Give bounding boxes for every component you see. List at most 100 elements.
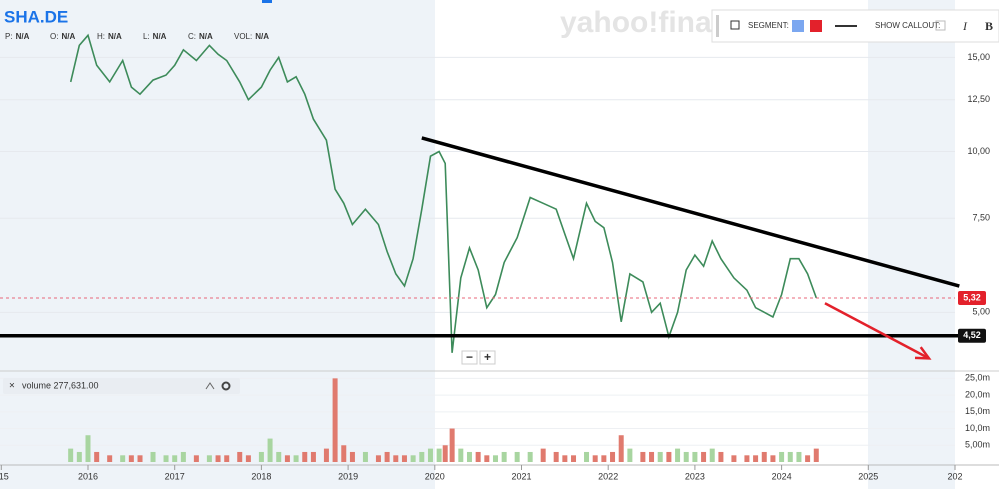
x-tick-label: 2020 — [425, 471, 445, 481]
y-tick-label: 15,00 — [967, 52, 990, 62]
y-tick-label: 12,50 — [967, 94, 990, 104]
checkbox[interactable] — [730, 20, 740, 30]
zoom-label[interactable]: − — [466, 350, 473, 364]
volume-bar — [701, 451, 707, 462]
support-label: 4,52 — [963, 330, 981, 340]
color-blue[interactable] — [792, 20, 804, 32]
volume-bar — [753, 455, 759, 462]
grip[interactable] — [716, 15, 719, 37]
x-tick-label: 2016 — [78, 471, 98, 481]
stat-value: N/A — [153, 32, 167, 41]
volume-tick-label: 10,0m — [965, 423, 990, 433]
volume-bar — [267, 438, 273, 462]
volume-bar — [237, 451, 243, 462]
volume-bar — [501, 451, 507, 462]
zoom-label[interactable]: + — [484, 350, 491, 364]
volume-bar — [362, 451, 368, 462]
volume-bar — [527, 451, 533, 462]
support-tag — [958, 328, 986, 343]
callout-checkbox[interactable] — [935, 20, 946, 31]
collapse-icon[interactable] — [205, 382, 215, 390]
volume-bar — [458, 448, 464, 462]
volume-bar — [692, 451, 698, 462]
volume-bar — [224, 455, 230, 462]
x-tick-label: 202 — [947, 471, 962, 481]
zoom-button[interactable] — [479, 350, 496, 365]
volume-tick-label: 5,00m — [965, 440, 990, 450]
volume-legend-label: volume 277,631.00 — [22, 380, 99, 390]
y-tick-label: 10,00 — [967, 146, 990, 156]
ticker-title: SHA.DE — [4, 7, 68, 26]
settings-icon[interactable] — [221, 381, 231, 391]
volume-bar — [332, 378, 338, 462]
volume-bar — [475, 451, 481, 462]
toolbar: SEGMENT: SHOW CALLOUT: I B — [711, 9, 999, 43]
segment-label: SEGMENT: — [748, 21, 789, 30]
last-price-tag — [958, 290, 986, 305]
volume-tick-label: 25,0m — [965, 373, 990, 383]
volume-bar — [562, 455, 568, 462]
volume-bar — [492, 455, 498, 462]
x-tick-label: 2018 — [251, 471, 271, 481]
stat-value: N/A — [199, 32, 213, 41]
x-tick-label: 2025 — [858, 471, 878, 481]
volume-bar — [384, 451, 390, 462]
future-shade — [868, 0, 955, 489]
stat-value: N/A — [61, 32, 75, 41]
volume-bar — [85, 435, 91, 462]
stat-label: O: — [50, 32, 58, 41]
italic-button[interactable]: I — [962, 19, 968, 33]
volume-tick-label: 20,0m — [965, 389, 990, 399]
x-tick-label: 2021 — [511, 471, 531, 481]
x-tick-label: 2022 — [598, 471, 618, 481]
volume-bar — [718, 451, 724, 462]
volume-bar — [375, 455, 381, 462]
forecast-arrow — [824, 302, 930, 360]
volume-bar — [128, 455, 134, 462]
volume-bar — [449, 428, 455, 462]
volume-bar — [436, 448, 442, 462]
volume-bar — [442, 445, 448, 462]
zoom-button[interactable] — [461, 350, 478, 365]
volume-bar — [466, 451, 472, 462]
x-tick-label: 015 — [0, 471, 9, 481]
stat-label: L: — [143, 32, 150, 41]
volume-bar — [341, 445, 347, 462]
volume-bar — [68, 448, 74, 462]
volume-bar — [805, 455, 811, 462]
volume-bar — [94, 451, 100, 462]
volume-bar — [276, 451, 282, 462]
x-tick-label: 2024 — [772, 471, 792, 481]
volume-bar — [76, 451, 82, 462]
volume-bar — [302, 451, 308, 462]
y-tick-label: 7,50 — [972, 213, 990, 223]
volume-bar — [649, 451, 655, 462]
color-red[interactable] — [810, 20, 822, 32]
volume-bar — [427, 448, 433, 462]
bold-button[interactable]: B — [985, 19, 993, 33]
volume-bar — [410, 455, 416, 462]
volume-bar — [627, 448, 633, 462]
volume-bar — [779, 451, 785, 462]
stat-label: H: — [97, 32, 105, 41]
close-icon[interactable]: × — [9, 381, 15, 392]
volume-bar — [657, 451, 663, 462]
x-tick-label: 2017 — [165, 471, 185, 481]
volume-bar — [401, 455, 407, 462]
x-tick-label: 2023 — [685, 471, 705, 481]
volume-bar — [731, 455, 737, 462]
volume-bar — [484, 455, 490, 462]
volume-bar — [163, 455, 169, 462]
volume-bar — [137, 455, 143, 462]
stat-label: P: — [5, 32, 13, 41]
stat-label: C: — [188, 32, 196, 41]
volume-bar — [215, 455, 221, 462]
stat-value: N/A — [108, 32, 122, 41]
stat-value: N/A — [255, 32, 269, 41]
callout-label: SHOW CALLOUT: — [875, 21, 940, 30]
volume-bar — [584, 451, 590, 462]
stat-label: VOL: — [234, 32, 252, 41]
volume-bar — [206, 455, 212, 462]
